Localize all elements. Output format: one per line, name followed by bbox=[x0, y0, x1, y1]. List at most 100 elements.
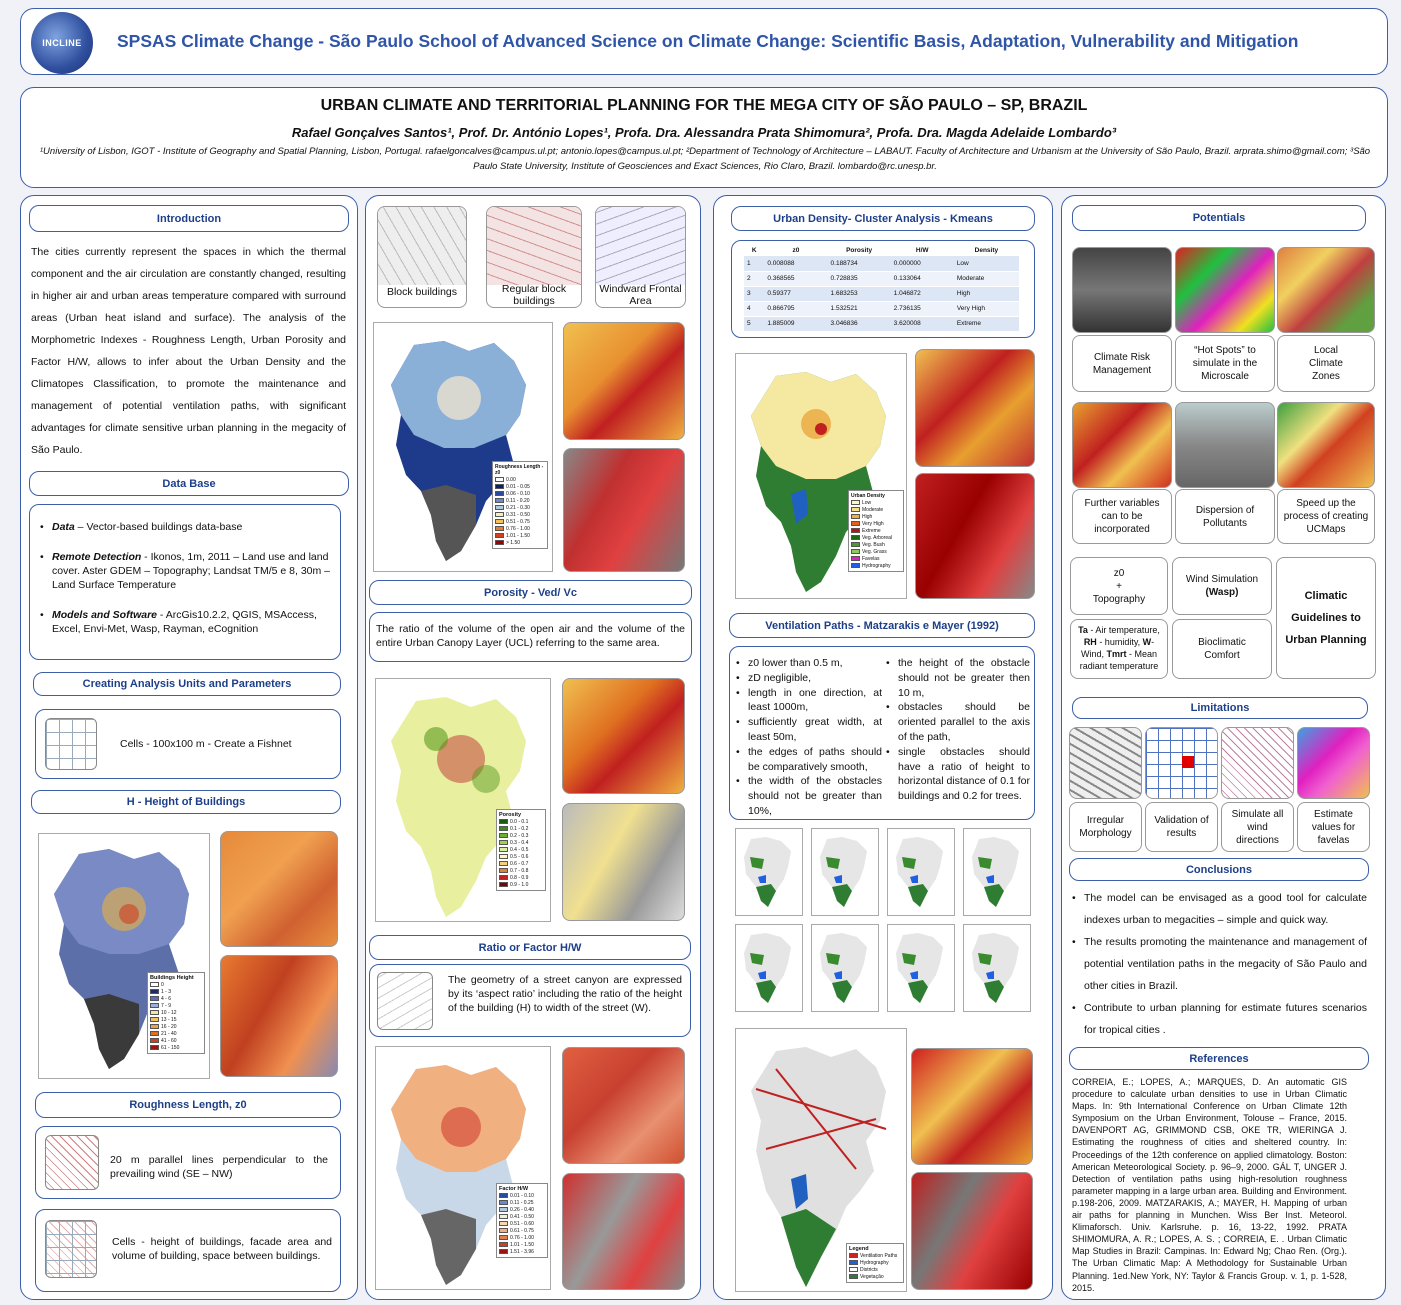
table-cell: 0.59377 bbox=[764, 286, 828, 302]
fishnet-icon bbox=[45, 718, 97, 770]
legend-item: 0.06 - 0.10 bbox=[495, 490, 545, 497]
list-item: length in one direction, at least 1000m, bbox=[734, 686, 882, 716]
table-cell: 1.532521 bbox=[827, 301, 891, 317]
limitation-img-2 bbox=[1145, 727, 1218, 799]
cells-box: Cells - 100x100 m - Create a Fishnet bbox=[35, 709, 341, 779]
vent-detail-1 bbox=[911, 1048, 1033, 1165]
cells-grid-icon bbox=[45, 1220, 97, 1278]
legend-item: 0.5 - 0.6 bbox=[499, 853, 543, 860]
table-cell: Extreme bbox=[953, 316, 1019, 332]
conference-title: SPSAS Climate Change - São Paulo School … bbox=[117, 31, 1299, 51]
potential-card-6: Speed up the process of creating UCMaps bbox=[1277, 489, 1375, 544]
porosity-heading: Porosity - Ved/ Vc bbox=[369, 580, 692, 605]
legend-item: 0.51 - 0.75 bbox=[495, 518, 545, 525]
rough-text-2: Cells - height of buildings, facade area… bbox=[112, 1236, 332, 1262]
scenario-map bbox=[735, 828, 803, 916]
legend-item: 0.4 - 0.5 bbox=[499, 846, 543, 853]
table-row: 2 0.368565 0.728835 0.133064 Moderate bbox=[744, 271, 1019, 287]
density-detail-2 bbox=[915, 473, 1035, 599]
hw-heading: Ratio or Factor H/W bbox=[369, 935, 691, 960]
legend-item: 61 - 150 bbox=[150, 1044, 202, 1051]
table-cell: Very High bbox=[953, 301, 1019, 317]
porosity-detail-1 bbox=[562, 678, 685, 794]
legend-item: 0.9 - 1.0 bbox=[499, 881, 543, 888]
legend-item: 21 - 40 bbox=[150, 1030, 202, 1037]
legend-item: Low bbox=[851, 499, 901, 506]
list-item: the edges of paths should be comparative… bbox=[734, 745, 882, 775]
legend-item: Ventilation Paths bbox=[849, 1252, 901, 1259]
height-heading: H - Height of Buildings bbox=[31, 790, 341, 814]
potential-img-5 bbox=[1175, 402, 1275, 488]
legend-item: Districts bbox=[849, 1266, 901, 1273]
legend-item: 0.11 - 0.20 bbox=[495, 497, 545, 504]
banner: INCLINE SPSAS Climate Change - São Paulo… bbox=[20, 8, 1388, 75]
potential-card-1: Climate Risk Management bbox=[1072, 335, 1172, 392]
list-item: The results promoting the maintenance an… bbox=[1070, 931, 1367, 997]
table-cell: 0.728835 bbox=[827, 271, 891, 287]
list-item: Contribute to urban planning for estimat… bbox=[1070, 997, 1367, 1041]
logo-text: INCLINE bbox=[42, 38, 82, 48]
affiliations: ¹University of Lisbon, IGOT - Institute … bbox=[39, 146, 1371, 172]
porosity-text-box: The ratio of the volume of the open air … bbox=[369, 612, 692, 662]
legend-item: Veg. Bush bbox=[851, 541, 901, 548]
list-item: single obstacles should have a ratio of … bbox=[884, 745, 1030, 804]
legend-item: 0.11 - 0.25 bbox=[499, 1199, 545, 1206]
legend-item: 13 - 15 bbox=[150, 1016, 202, 1023]
db-item-remote: Remote Detection - Ikonos, 1m, 2011 – La… bbox=[38, 550, 330, 592]
table-cell: 3 bbox=[744, 286, 765, 302]
cells-text: Cells - 100x100 m - Create a Fishnet bbox=[120, 738, 292, 750]
legend-item: Hydrography bbox=[851, 562, 901, 569]
legend-item: 4 - 6 bbox=[150, 995, 202, 1002]
table-header: K bbox=[751, 246, 757, 254]
flow-variables: Ta - Air temperature, RH - humidity, W-W… bbox=[1070, 619, 1168, 679]
thumb-label-block: Block buildings bbox=[386, 286, 458, 298]
legend-item: 0.01 - 0.10 bbox=[499, 1192, 545, 1199]
potential-img-2 bbox=[1175, 247, 1275, 333]
legend-item: 0.8 - 0.9 bbox=[499, 874, 543, 881]
limitation-img-4 bbox=[1297, 727, 1370, 799]
list-item: z0 lower than 0.5 m, bbox=[734, 656, 882, 671]
legend-item: 0.1 - 0.2 bbox=[499, 825, 543, 832]
legend-item: 0.3 - 0.4 bbox=[499, 839, 543, 846]
density-detail-1 bbox=[915, 349, 1035, 467]
scenario-map bbox=[811, 924, 879, 1012]
porosity-map: Porosity 0.0 - 0.1 0.1 - 0.2 0.2 - 0.3 0.3 … bbox=[375, 678, 551, 922]
legend-item: 0.61 - 0.75 bbox=[499, 1227, 545, 1234]
table-cell: High bbox=[953, 286, 1019, 302]
ventilation-heading: Ventilation Paths - Matzarakis e Mayer (… bbox=[729, 613, 1035, 638]
table-cell: 0.000000 bbox=[890, 256, 954, 272]
legend-item: 1.51 - 3.96 bbox=[499, 1248, 545, 1255]
legend-item: 7 - 9 bbox=[150, 1002, 202, 1009]
legend-item: Very High bbox=[851, 520, 901, 527]
limitation-card-2: Validation of results bbox=[1145, 802, 1218, 852]
thumb-regular-block: Regular block buildings bbox=[486, 206, 582, 308]
scenario-map bbox=[963, 924, 1031, 1012]
legend-item: 10 - 12 bbox=[150, 1009, 202, 1016]
legend-item: 0 bbox=[150, 981, 202, 988]
limitations-heading: Limitations bbox=[1072, 697, 1368, 719]
porosity-legend: Porosity 0.0 - 0.1 0.1 - 0.2 0.2 - 0.3 0.3 … bbox=[496, 809, 546, 891]
hw-legend: Factor H/W 0.01 - 0.10 0.11 - 0.25 0.26 - … bbox=[496, 1183, 548, 1258]
legend-item: Extreme bbox=[851, 527, 901, 534]
table-row: 5 1.885009 3.046836 3.620008 Extreme bbox=[744, 316, 1019, 332]
scenario-map bbox=[887, 924, 955, 1012]
street-canyon-icon bbox=[377, 972, 433, 1030]
legend-item: 0.31 - 0.50 bbox=[495, 511, 545, 518]
list-item: zD negligible, bbox=[734, 671, 882, 686]
authors: Rafael Gonçalves Santos¹, Prof. Dr. Antó… bbox=[291, 125, 1117, 140]
hw-text: The geometry of a street canyon are expr… bbox=[448, 974, 682, 1014]
thumb-label-regular: Regular block buildings bbox=[501, 283, 567, 307]
limitation-card-3: Simulate all wind directions bbox=[1221, 802, 1294, 852]
legend-item: Moderate bbox=[851, 506, 901, 513]
flow-z0-topography: z0 + Topography bbox=[1070, 557, 1168, 615]
table-header: Porosity bbox=[846, 246, 873, 254]
table-cell: 3.046836 bbox=[827, 316, 891, 332]
potential-img-4 bbox=[1072, 402, 1172, 488]
vent-detail-2 bbox=[911, 1172, 1033, 1290]
conclusions-heading: Conclusions bbox=[1069, 858, 1369, 881]
legend-item: 16 - 20 bbox=[150, 1023, 202, 1030]
poster-title: URBAN CLIMATE AND TERRITORIAL PLANNING F… bbox=[320, 97, 1088, 114]
scenario-map bbox=[887, 828, 955, 916]
roughness-detail-2 bbox=[563, 448, 685, 572]
units-heading: Creating Analysis Units and Parameters bbox=[33, 672, 341, 696]
